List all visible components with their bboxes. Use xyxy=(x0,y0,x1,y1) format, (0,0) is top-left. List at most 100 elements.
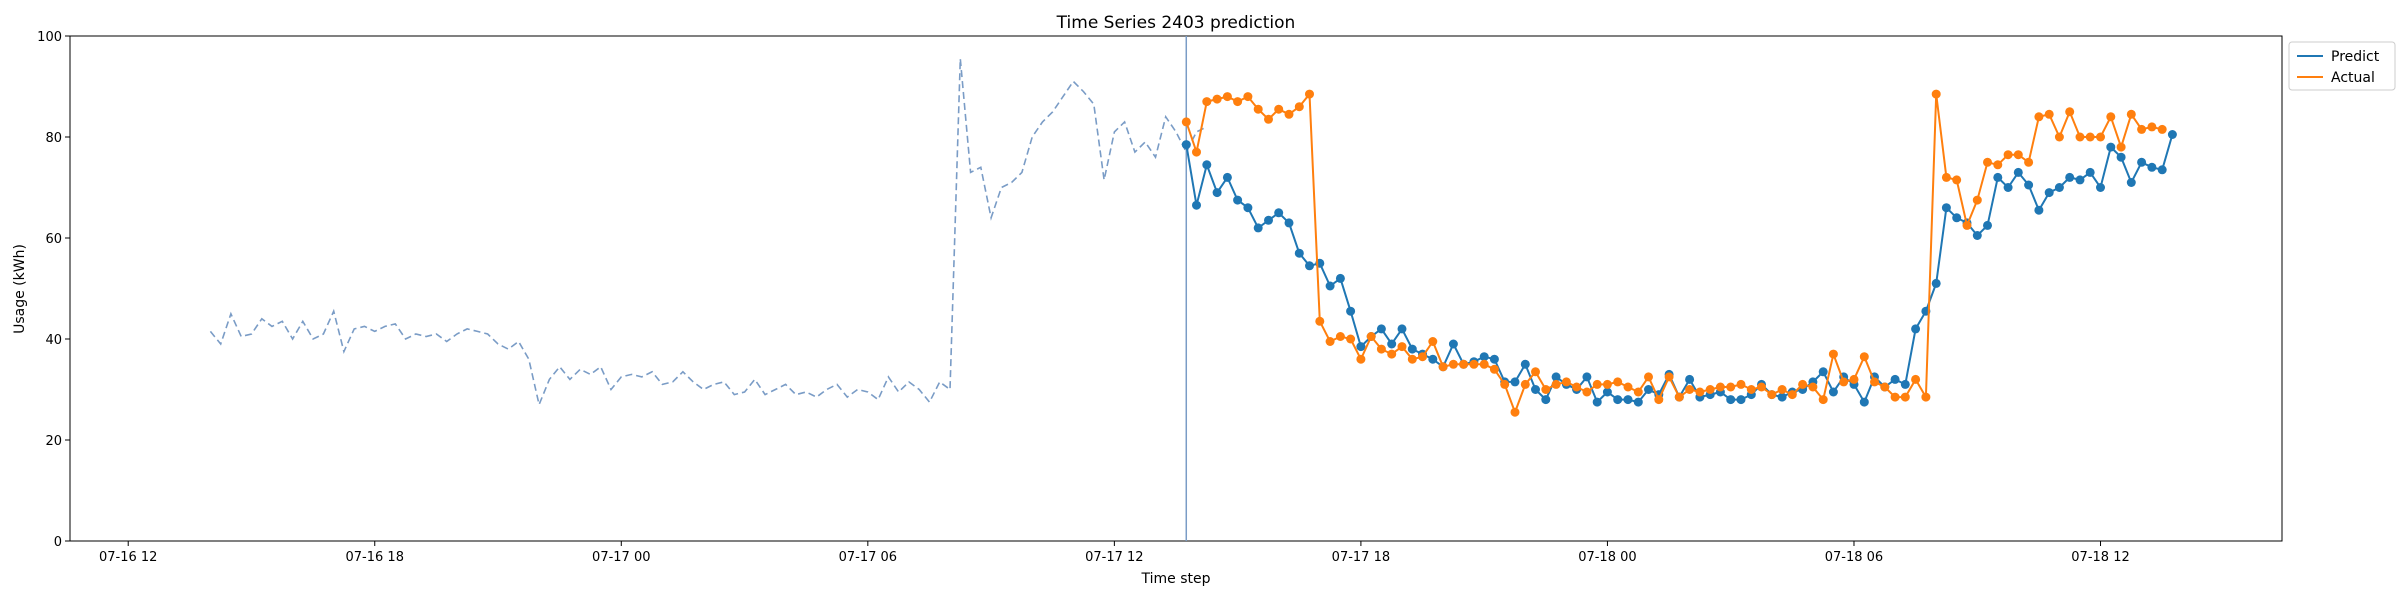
predict-point xyxy=(1541,395,1551,405)
actual-point xyxy=(1212,94,1222,104)
actual-point xyxy=(2034,112,2044,122)
predict-point xyxy=(1613,395,1623,405)
x-tick-label: 07-16 18 xyxy=(346,550,404,565)
actual-point xyxy=(1613,377,1623,387)
actual-point xyxy=(2085,132,2095,142)
actual-point xyxy=(1181,117,1191,127)
predict-point xyxy=(1264,215,1273,225)
predict-point xyxy=(1602,387,1612,397)
actual-point xyxy=(1900,392,1910,402)
actual-point xyxy=(1264,114,1273,124)
predict-point xyxy=(1900,379,1910,389)
x-tick-label: 07-18 00 xyxy=(1578,550,1636,565)
x-tick-label: 07-18 12 xyxy=(2071,550,2129,565)
predict-point xyxy=(1685,374,1695,384)
x-tick-label: 07-17 18 xyxy=(1332,550,1390,565)
y-tick-label: 100 xyxy=(37,30,62,45)
x-axis-label: Time step xyxy=(1141,571,1211,587)
x-tick-label: 07-16 12 xyxy=(99,550,157,565)
predict-point xyxy=(1582,372,1592,382)
predict-point xyxy=(1222,172,1232,182)
predict-point xyxy=(1325,281,1335,291)
history-line xyxy=(209,58,1208,408)
series-actual xyxy=(1181,89,2167,417)
predict-point xyxy=(1202,160,1212,170)
actual-point xyxy=(1993,160,2003,170)
predict-point xyxy=(1736,395,1746,405)
actual-point xyxy=(1952,175,1962,185)
predict-point xyxy=(1859,397,1869,407)
actual-point xyxy=(1757,382,1766,392)
predict-point xyxy=(1983,220,1992,230)
actual-point xyxy=(2024,157,2034,167)
actual-point xyxy=(2147,122,2157,132)
actual-point xyxy=(1623,382,1633,392)
series-layer xyxy=(1181,89,2177,417)
actual-point xyxy=(1541,385,1551,394)
actual-point xyxy=(2137,124,2147,134)
actual-point xyxy=(2096,132,2105,142)
predict-point xyxy=(1305,261,1314,271)
y-tick-label: 40 xyxy=(45,333,62,348)
actual-point xyxy=(1469,359,1479,369)
actual-point xyxy=(1192,147,1201,157)
predict-point xyxy=(1407,344,1417,354)
actual-point xyxy=(1859,352,1869,362)
actual-point xyxy=(2075,132,2085,142)
predict-point xyxy=(1531,385,1540,394)
predict-point xyxy=(1243,203,1253,213)
predict-point xyxy=(1233,195,1243,205)
actual-point xyxy=(1479,359,1489,369)
predict-point xyxy=(2065,172,2075,182)
actual-point xyxy=(1870,377,1879,387)
actual-point xyxy=(2116,142,2126,152)
actual-point xyxy=(1941,172,1951,182)
actual-point xyxy=(1644,372,1653,382)
actual-point xyxy=(1880,382,1890,392)
actual-point xyxy=(1294,102,1304,112)
actual-point xyxy=(1376,344,1386,354)
actual-point xyxy=(1921,392,1931,402)
actual-point xyxy=(1315,316,1325,326)
predict-point xyxy=(1489,354,1499,364)
actual-point xyxy=(2065,107,2075,117)
predict-point xyxy=(1192,200,1201,210)
actual-point xyxy=(1243,92,1253,102)
predict-point xyxy=(1284,218,1294,228)
actual-point xyxy=(1551,379,1561,389)
actual-point xyxy=(1664,372,1674,382)
actual-point xyxy=(1233,97,1243,107)
predict-point xyxy=(2106,142,2116,152)
predict-point xyxy=(1818,367,1828,377)
y-tick-label: 80 xyxy=(45,131,62,146)
predict-point xyxy=(1931,278,1941,288)
actual-point xyxy=(1489,364,1499,374)
actual-point xyxy=(1407,354,1417,364)
actual-point xyxy=(1602,379,1612,389)
predict-point xyxy=(2137,157,2147,167)
predict-point xyxy=(1356,342,1366,352)
predict-point xyxy=(2003,183,2013,192)
actual-point xyxy=(1253,104,1263,114)
legend: Predict Actual xyxy=(2288,41,2396,91)
predict-point xyxy=(2116,152,2126,162)
predict-point xyxy=(1623,395,1633,405)
predict-point xyxy=(1551,372,1561,382)
actual-point xyxy=(1366,332,1376,341)
y-axis-label: Usage (kWh) xyxy=(12,244,28,334)
actual-point xyxy=(1983,157,1992,167)
actual-point xyxy=(1849,374,1859,384)
predict-point xyxy=(2085,167,2095,177)
actual-point xyxy=(1798,379,1808,389)
actual-point xyxy=(1222,92,1232,102)
actual-point xyxy=(1695,387,1705,397)
axis-ticks: 0 20 40 60 80 100 07-16 12 07-16 18 07-17 00 07-1… xyxy=(37,30,2130,565)
predict-point xyxy=(2034,205,2044,215)
predict-point xyxy=(1181,140,1191,150)
actual-point xyxy=(1715,382,1725,392)
predict-point xyxy=(2024,180,2034,190)
predict-point xyxy=(1397,324,1407,334)
actual-point xyxy=(1972,195,1982,205)
actual-point xyxy=(1654,395,1664,405)
